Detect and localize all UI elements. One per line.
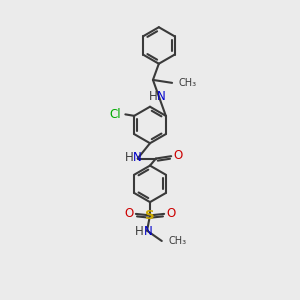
Text: O: O [166,207,175,220]
Text: N: N [157,90,166,103]
Text: H: H [148,90,157,103]
Text: S: S [145,209,155,222]
Text: O: O [173,149,182,162]
Text: O: O [125,207,134,220]
Text: H: H [134,225,143,238]
Text: N: N [144,225,152,238]
Text: N: N [133,151,142,164]
Text: CH₃: CH₃ [168,236,186,246]
Text: Cl: Cl [109,108,121,121]
Text: H: H [125,151,134,164]
Text: CH₃: CH₃ [178,78,197,88]
